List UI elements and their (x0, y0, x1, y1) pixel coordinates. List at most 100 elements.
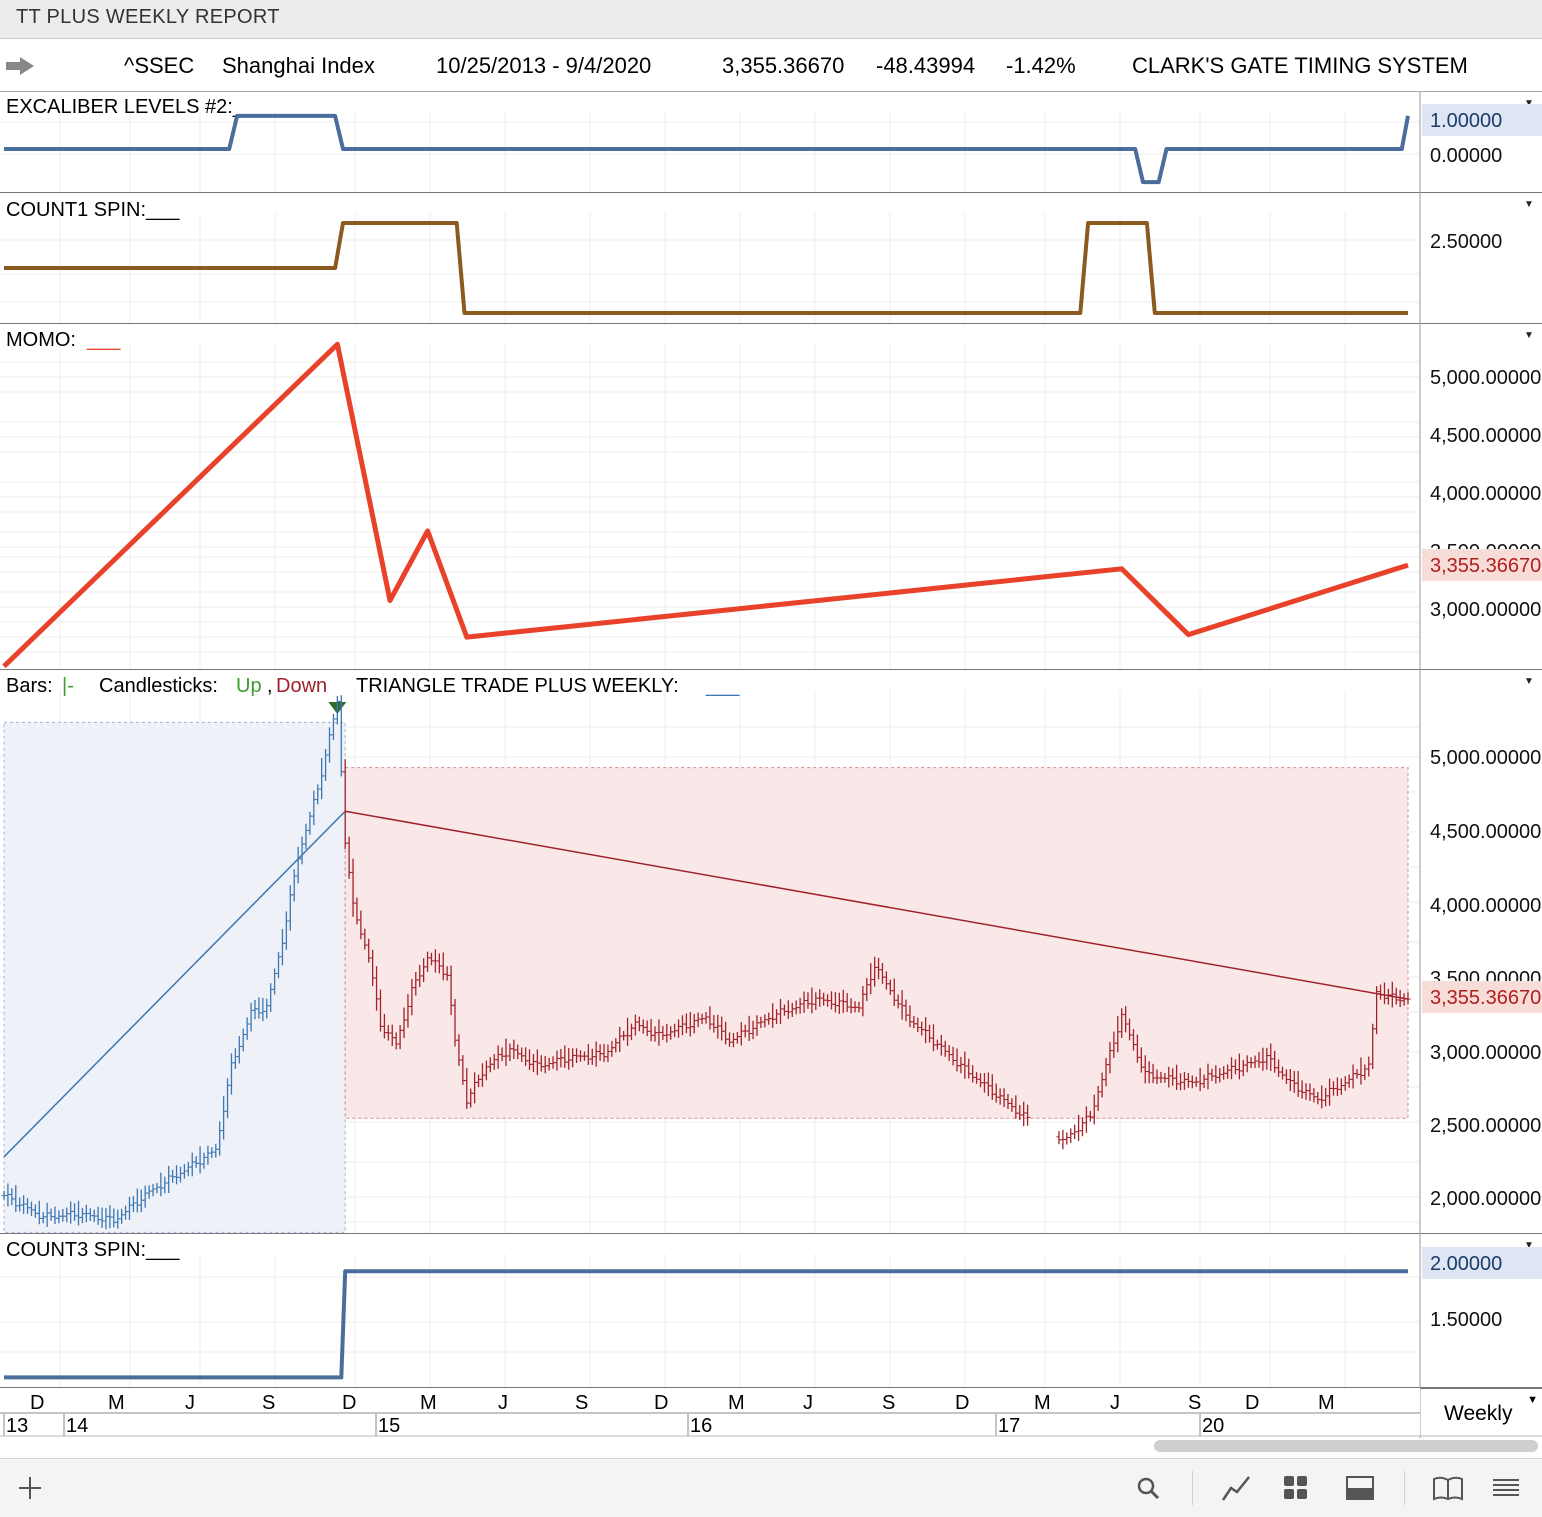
excaliber-line (4, 113, 1410, 185)
tick-label: 2,000.00000 (1430, 1188, 1541, 1210)
tick-label: 4,000.00000 (1430, 483, 1541, 505)
excaliber-last-label: 1.00000 (1430, 110, 1502, 132)
tick-label: 2,500.00000 (1430, 1115, 1541, 1137)
x-tick-year: 17 (998, 1415, 1020, 1437)
price-change-pct: -1.42% (1006, 53, 1076, 78)
bars-legend-label: Bars: (6, 675, 53, 697)
x-axis-background (0, 1388, 1420, 1436)
chart-line-icon[interactable] (1220, 1473, 1252, 1503)
search-icon[interactable] (1132, 1473, 1164, 1503)
chevron-down-icon: ▼ (1524, 1240, 1534, 1251)
tick-label: 5,000.00000 (1430, 747, 1541, 769)
tick-label: 5,000.00000 (1430, 367, 1541, 389)
price-change: -48.43994 (876, 53, 976, 78)
downtrend-line (345, 810, 1409, 1000)
momo-title: MOMO: (6, 329, 76, 351)
x-tick-month: M (1318, 1392, 1335, 1414)
toolbar-divider (1404, 1471, 1405, 1505)
excaliber-title: EXCALIBER LEVELS #2:___ (6, 96, 267, 118)
triangle-legend-swatch: ___ (705, 675, 740, 697)
x-tick-month: M (420, 1392, 437, 1414)
count3-last-label: 2.00000 (1430, 1253, 1502, 1275)
chevron-down-icon: ▼ (1527, 1394, 1538, 1406)
window-titlebar: TT PLUS WEEKLY REPORT (0, 0, 1542, 39)
panel-background (0, 1234, 1542, 1388)
x-tick-month: S (262, 1392, 275, 1414)
tick-label: 4,500.00000 (1430, 425, 1541, 447)
bars-legend-swatch: |- (62, 675, 74, 697)
count3-line (4, 1269, 1408, 1380)
momo-line (2, 341, 1409, 669)
count1-title: COUNT1 SPIN:___ (6, 199, 180, 221)
count3-title: COUNT3 SPIN:___ (6, 1239, 180, 1261)
momo-legend-swatch: ___ (86, 329, 121, 351)
x-tick-month: D (955, 1392, 969, 1414)
x-tick-year: 13 (6, 1415, 28, 1437)
triangle-trade-title: TRIANGLE TRADE PLUS WEEKLY: (356, 675, 679, 697)
tick-label: 2.50000 (1430, 231, 1502, 253)
momo-last-label: 3,355.36670 (1430, 555, 1541, 577)
x-tick-month: D (30, 1392, 44, 1414)
x-tick-year: 14 (66, 1415, 88, 1437)
up-legend-label: Up (236, 675, 262, 697)
last-value-box (1422, 1247, 1542, 1279)
book-icon[interactable] (1432, 1473, 1464, 1503)
timeframe-label: Weekly (1444, 1402, 1513, 1425)
last-price: 3,355.36670 (722, 53, 845, 78)
menu-icon[interactable] (1490, 1473, 1522, 1503)
timeframe-select[interactable]: Weekly ▼ (1422, 1388, 1542, 1436)
horizontal-scrollbar[interactable] (1154, 1440, 1538, 1452)
layout-icon[interactable] (1344, 1473, 1376, 1503)
grid-icon[interactable] (1280, 1473, 1312, 1503)
price-last-label: 3,355.36670 (1430, 987, 1541, 1009)
uptrend-line (3, 810, 346, 1158)
count1-line (4, 221, 1408, 315)
x-tick-month: D (1245, 1392, 1259, 1414)
symbol-name: Shanghai Index (222, 53, 375, 78)
tick-label: 1.50000 (1430, 1309, 1502, 1331)
symbol-info-bar: ^SSEC Shanghai Index 10/25/2013 - 9/4/20… (0, 39, 1542, 93)
bottom-toolbar (0, 1458, 1542, 1517)
uptrend-range-box (3, 721, 346, 1233)
tick-label: 3,000.00000 (1430, 599, 1541, 621)
tick-label: 4,500.00000 (1430, 821, 1541, 843)
x-tick-month: S (1188, 1392, 1201, 1414)
x-tick-month: J (1110, 1392, 1120, 1414)
x-tick-month: J (498, 1392, 508, 1414)
downtrend-range-box (344, 767, 1409, 1119)
legend-separator: , (267, 675, 273, 697)
symbol-ticker: ^SSEC (124, 53, 195, 78)
x-tick-year: 20 (1202, 1415, 1224, 1437)
tick-label: 0.00000 (1430, 145, 1502, 167)
last-value-box (1422, 549, 1542, 581)
x-tick-month: M (1034, 1392, 1051, 1414)
panel-background (0, 92, 1542, 193)
tick-label: 4,000.00000 (1430, 895, 1541, 917)
chart-panels[interactable]: ▼ ▼ ▼ ▼ ▼ EXCALIBER LEVELS #2:___ 1.00000 0.000… (0, 92, 1542, 1438)
tick-label: 3,000.00000 (1430, 1042, 1541, 1064)
x-tick-month: D (654, 1392, 668, 1414)
toolbar-divider (1192, 1471, 1193, 1505)
chevron-down-icon: ▼ (1524, 98, 1534, 109)
window-title: TT PLUS WEEKLY REPORT (16, 6, 280, 28)
x-tick-year: 15 (378, 1415, 400, 1437)
x-tick-month: M (728, 1392, 745, 1414)
candles-legend-label: Candlesticks: (99, 675, 218, 697)
x-tick-year: 16 (690, 1415, 712, 1437)
chevron-down-icon: ▼ (1524, 676, 1534, 687)
forward-arrow-icon[interactable] (6, 57, 34, 75)
x-tick-month: J (185, 1392, 195, 1414)
system-name: CLARK'S GATE TIMING SYSTEM (1132, 53, 1468, 78)
last-value-box (1422, 981, 1542, 1013)
x-tick-month: M (108, 1392, 125, 1414)
date-range: 10/25/2013 - 9/4/2020 (436, 53, 652, 78)
x-tick-month: S (882, 1392, 895, 1414)
last-value-box (1422, 104, 1542, 136)
x-tick-month: S (575, 1392, 588, 1414)
x-tick-month: D (342, 1392, 356, 1414)
chevron-down-icon: ▼ (1524, 330, 1534, 341)
down-legend-label: Down (276, 675, 327, 697)
panel-background (0, 193, 1542, 324)
chevron-down-icon: ▼ (1524, 199, 1534, 210)
plus-icon[interactable] (14, 1473, 46, 1503)
